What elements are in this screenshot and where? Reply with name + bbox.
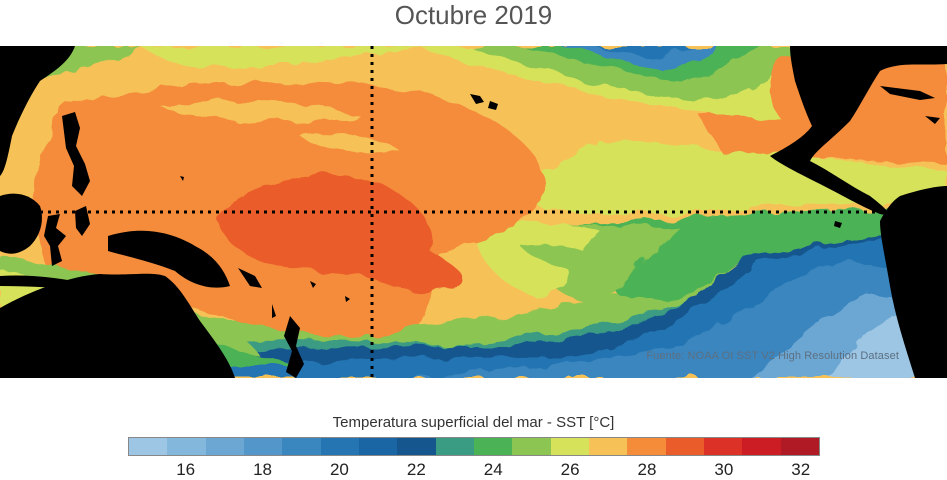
land-sulawesi <box>44 214 66 266</box>
land-borneo <box>0 193 42 254</box>
colorbar-segment <box>358 438 398 455</box>
colorbar-segment <box>243 438 283 455</box>
land-new-zealand <box>284 316 304 378</box>
land-asia <box>0 46 75 176</box>
colorbar-tick-label: 28 <box>637 460 657 479</box>
land-halmahera <box>75 206 90 236</box>
land-baja <box>800 66 830 126</box>
colorbar-segment <box>703 438 743 455</box>
colorbar-tick-label: 18 <box>253 460 273 479</box>
land-hawaii <box>470 94 498 110</box>
colorbar-title: Temperatura superficial del mar - SST [°… <box>332 414 615 431</box>
colorbar-segment <box>167 438 206 455</box>
land-masses <box>0 46 947 378</box>
colorbar-segment <box>665 438 704 455</box>
colorbar-tick-label: 16 <box>176 460 196 479</box>
colorbar-tick-label: 24 <box>483 460 503 479</box>
colorbar-segment <box>282 438 321 455</box>
land-south-america <box>880 186 947 378</box>
colorbar-segment <box>588 438 628 455</box>
colorbar-segment <box>473 438 513 455</box>
colorbar-segment <box>742 438 781 455</box>
colorbar-segment <box>397 438 436 455</box>
colorbar-ticks: 16 18 20 22 24 26 28 30 32 <box>128 460 820 480</box>
land-caribbean <box>880 86 940 124</box>
land-philippines <box>62 112 90 196</box>
colorbar-tick-label: 26 <box>560 460 580 479</box>
colorbar-tick-label: 22 <box>406 460 426 479</box>
colorbar-tick-label: 20 <box>329 460 349 479</box>
colorbar-segment <box>205 438 244 455</box>
land-vanuatu <box>272 304 276 318</box>
colorbar-segment <box>435 438 474 455</box>
sst-field <box>0 46 947 378</box>
land-galapagos <box>834 221 842 228</box>
land-solomons <box>238 268 262 288</box>
map-title: Octubre 2019 <box>394 0 553 30</box>
data-source-note: Fuente: NOAA OI SST V2 High Resolution D… <box>646 350 899 362</box>
colorbar-segment <box>780 438 819 455</box>
colorbar-segment <box>627 438 666 455</box>
colorbar-segment <box>129 438 168 455</box>
colorbar-tick-label: 30 <box>714 460 734 479</box>
land-australia <box>0 273 235 378</box>
sst-map <box>0 46 947 378</box>
colorbar-segment <box>512 438 551 455</box>
colorbar-segment <box>550 438 589 455</box>
colorbar-tick-label: 32 <box>791 460 811 479</box>
colorbar-segment <box>320 438 359 455</box>
land-new-guinea <box>108 230 230 288</box>
colorbar <box>128 437 820 456</box>
